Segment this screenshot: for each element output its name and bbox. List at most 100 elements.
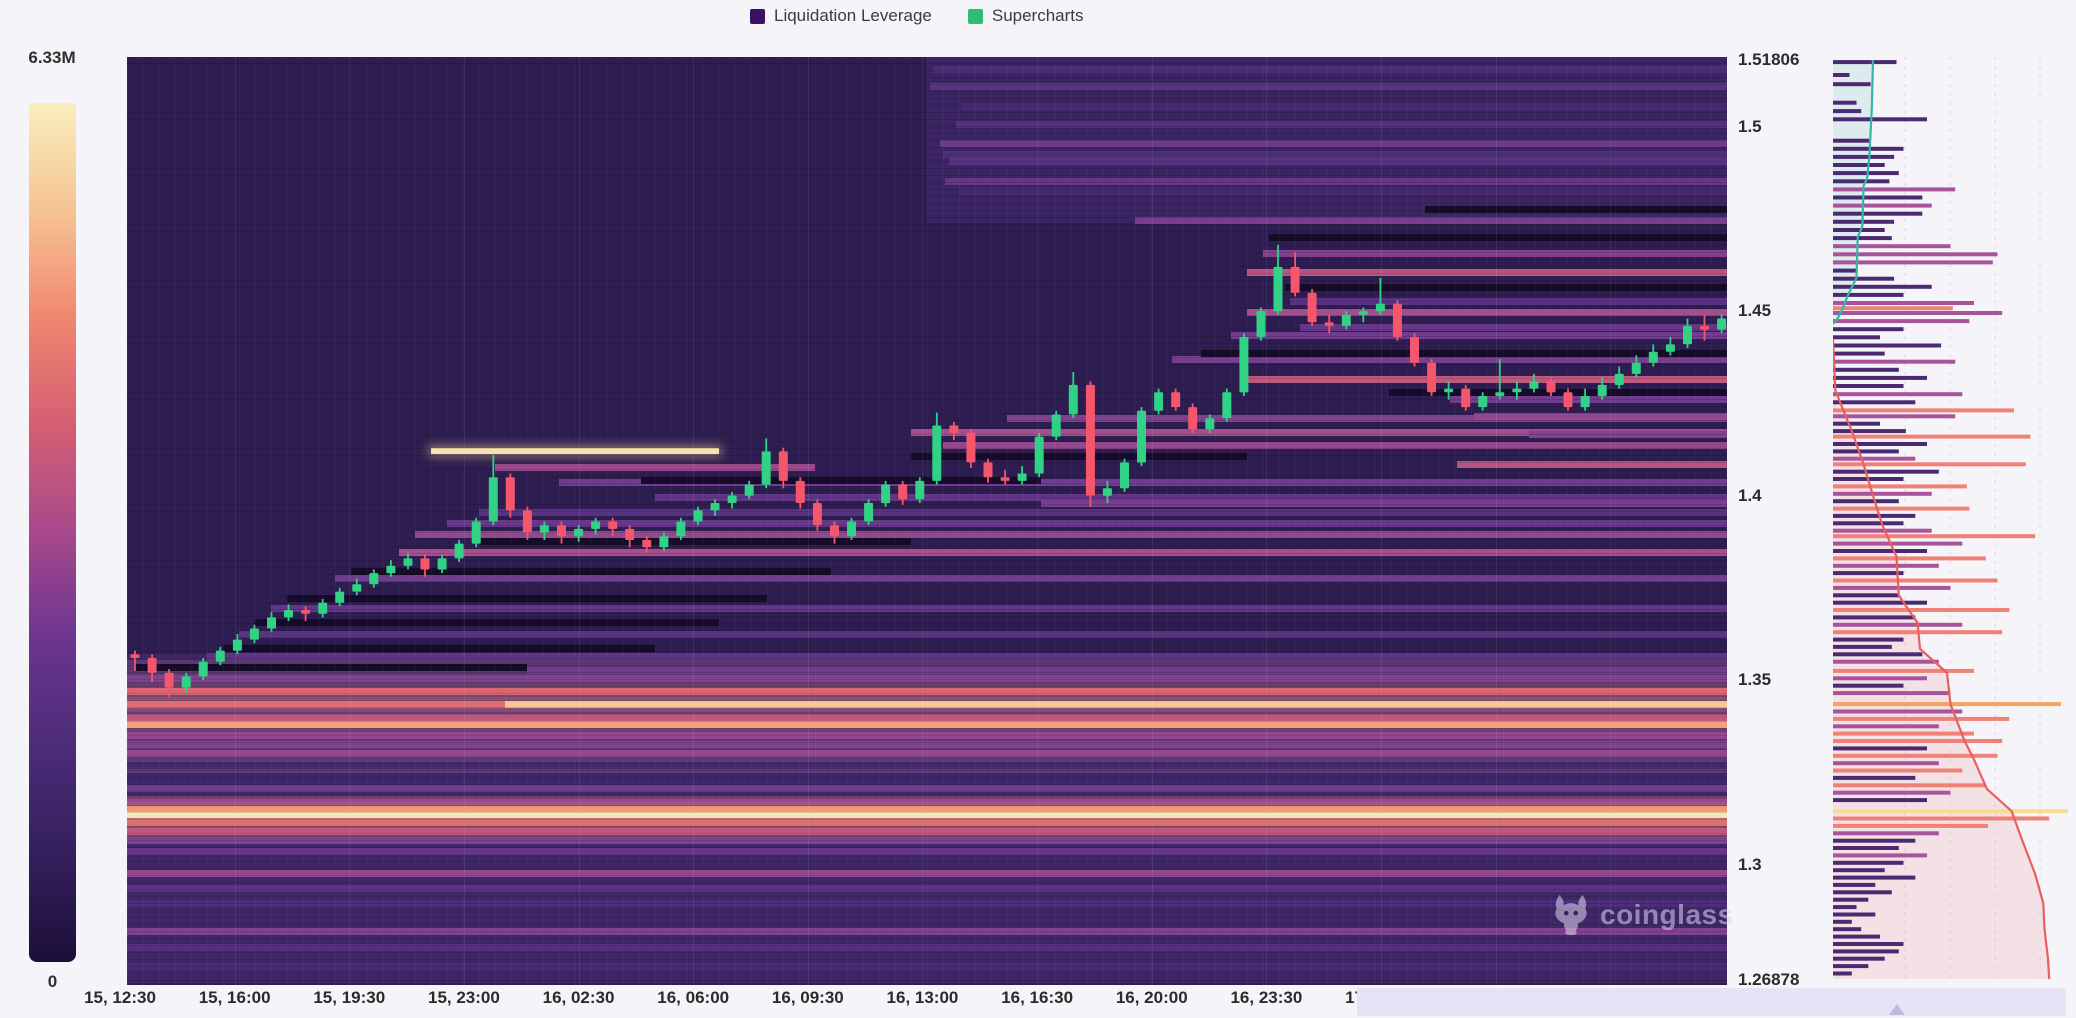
candle-body — [1631, 362, 1641, 374]
liquidation-depth-bar — [1833, 890, 1892, 895]
liquidation-depth-bar — [1833, 499, 1899, 504]
liquidation-depth-bar — [1833, 449, 1899, 454]
candle-body — [864, 503, 874, 522]
liquidation-depth-bar — [1833, 964, 1869, 969]
liquidation-band — [479, 508, 1727, 516]
liquidation-band — [1247, 309, 1727, 317]
candle-body — [1205, 418, 1215, 430]
liquidation-depth-bar — [1833, 203, 1932, 208]
liquidation-depth-bar — [1833, 724, 1939, 729]
liquidation-depth-bar — [1833, 442, 1927, 446]
liquidation-band — [1474, 412, 1727, 420]
liquidation-band — [127, 899, 1727, 907]
coinglass-watermark-text: coinglass — [1600, 899, 1734, 930]
liquidation-depth-bar — [1833, 343, 1942, 348]
liquidation-heatmap-chart[interactable] — [127, 57, 1727, 985]
candle-body — [608, 521, 618, 529]
candle-body — [1154, 392, 1164, 411]
liquidation-depth-bar — [1833, 571, 1904, 576]
liquidation-depth-bar — [1833, 549, 1927, 553]
liquidation-depth-bar — [1833, 949, 1899, 954]
candle-body — [1120, 462, 1129, 489]
liquidation-depth-panel[interactable] — [1833, 57, 2076, 985]
legend-item-supercharts[interactable]: Supercharts — [967, 6, 1084, 26]
liquidation-band — [944, 178, 1727, 186]
liquidation-depth-bar — [1833, 462, 2026, 467]
candle-body — [1085, 384, 1095, 496]
liquidation-depth-bar — [1833, 73, 1850, 77]
liquidation-band — [1389, 388, 1727, 396]
candle-body — [454, 543, 464, 559]
liquidation-band — [127, 944, 1727, 952]
candle-body — [557, 525, 566, 537]
liquidation-depth-bar — [1833, 775, 1916, 780]
liquidation-depth-bar — [1833, 421, 1880, 426]
liquidation-depth-bar — [1833, 82, 1871, 87]
candle-body — [1580, 396, 1590, 408]
liquidation-band — [1171, 355, 1727, 363]
candle-body — [386, 565, 396, 574]
vertical-gridline — [1495, 57, 1497, 985]
candle-wick — [1498, 359, 1501, 400]
vertical-gridline — [1266, 57, 1268, 985]
candle-body — [352, 584, 362, 592]
legend-item-liquidation-leverage[interactable]: Liquidation Leverage — [750, 6, 932, 26]
liquidation-band — [223, 645, 655, 653]
candle-body — [1648, 351, 1658, 363]
liquidation-depth-bar — [1833, 868, 1885, 873]
liquidation-depth-bar — [1833, 831, 1939, 836]
legend-label: Supercharts — [991, 6, 1084, 25]
liquidation-depth-bar — [1833, 244, 1951, 249]
candle-body — [949, 425, 959, 433]
coinglass-bull-icon — [1555, 895, 1587, 935]
liquidation-depth-bar — [1833, 359, 1956, 364]
liquidation-band — [1135, 217, 1727, 225]
candle-body — [1324, 322, 1334, 326]
candle-body — [1273, 266, 1283, 312]
time-scrollbar-track[interactable] — [1357, 988, 2066, 1016]
candle-body — [591, 521, 601, 529]
candle-body — [1000, 477, 1010, 481]
liquidation-band — [127, 713, 1727, 721]
liquidation-depth-bar — [1833, 578, 1998, 583]
liquidation-band — [939, 139, 1727, 147]
liquidation-band — [1269, 233, 1727, 241]
liquidation-depth-bar — [1833, 739, 2003, 743]
liquidation-depth-bar — [1833, 809, 2068, 814]
liquidation-band — [271, 604, 1727, 612]
candle-wick — [1379, 277, 1382, 315]
liquidation-depth-bar — [1833, 790, 1951, 795]
liquidation-depth-bar — [1833, 228, 1885, 232]
liquidation-depth-bar — [1833, 534, 2036, 539]
liquidation-depth-bar — [1833, 905, 1857, 910]
liquidation-band — [127, 885, 1727, 893]
liquidation-band — [127, 731, 1727, 739]
liquidation-band — [399, 549, 1727, 557]
liquidation-depth-bar — [1833, 392, 1963, 397]
vertical-gridline — [1151, 57, 1153, 985]
candle-body — [1068, 384, 1078, 415]
candle-body — [1717, 318, 1727, 330]
liquidation-depth-bar — [1833, 429, 1906, 434]
candle-body — [966, 432, 976, 463]
liquidation-depth-bar — [1833, 434, 2031, 439]
liquidation-leverage-swatch-icon — [750, 8, 765, 24]
liquidation-depth-bar — [1833, 683, 1904, 688]
vertical-gridline — [1610, 57, 1612, 985]
candle-body — [215, 650, 225, 662]
liquidation-depth-bar — [1833, 600, 1927, 605]
liquidation-depth-bar — [1833, 400, 1916, 405]
candle-body — [267, 617, 276, 629]
candle-body — [232, 639, 242, 651]
liquidation-depth-bar — [1833, 853, 1927, 858]
liquidation-band — [127, 975, 1727, 983]
price-axis-label: 1.51806 — [1738, 50, 1800, 69]
time-scrollbar-handle-icon[interactable] — [1889, 1004, 1905, 1015]
candle-body — [693, 510, 703, 522]
liquidation-depth-bar — [1833, 716, 2010, 721]
liquidation-depth-bar — [1833, 301, 1974, 305]
liquidation-depth-bar — [1833, 292, 1904, 297]
candle-body — [1017, 473, 1027, 481]
candle-body — [1427, 362, 1437, 393]
liquidation-band — [415, 530, 1727, 538]
